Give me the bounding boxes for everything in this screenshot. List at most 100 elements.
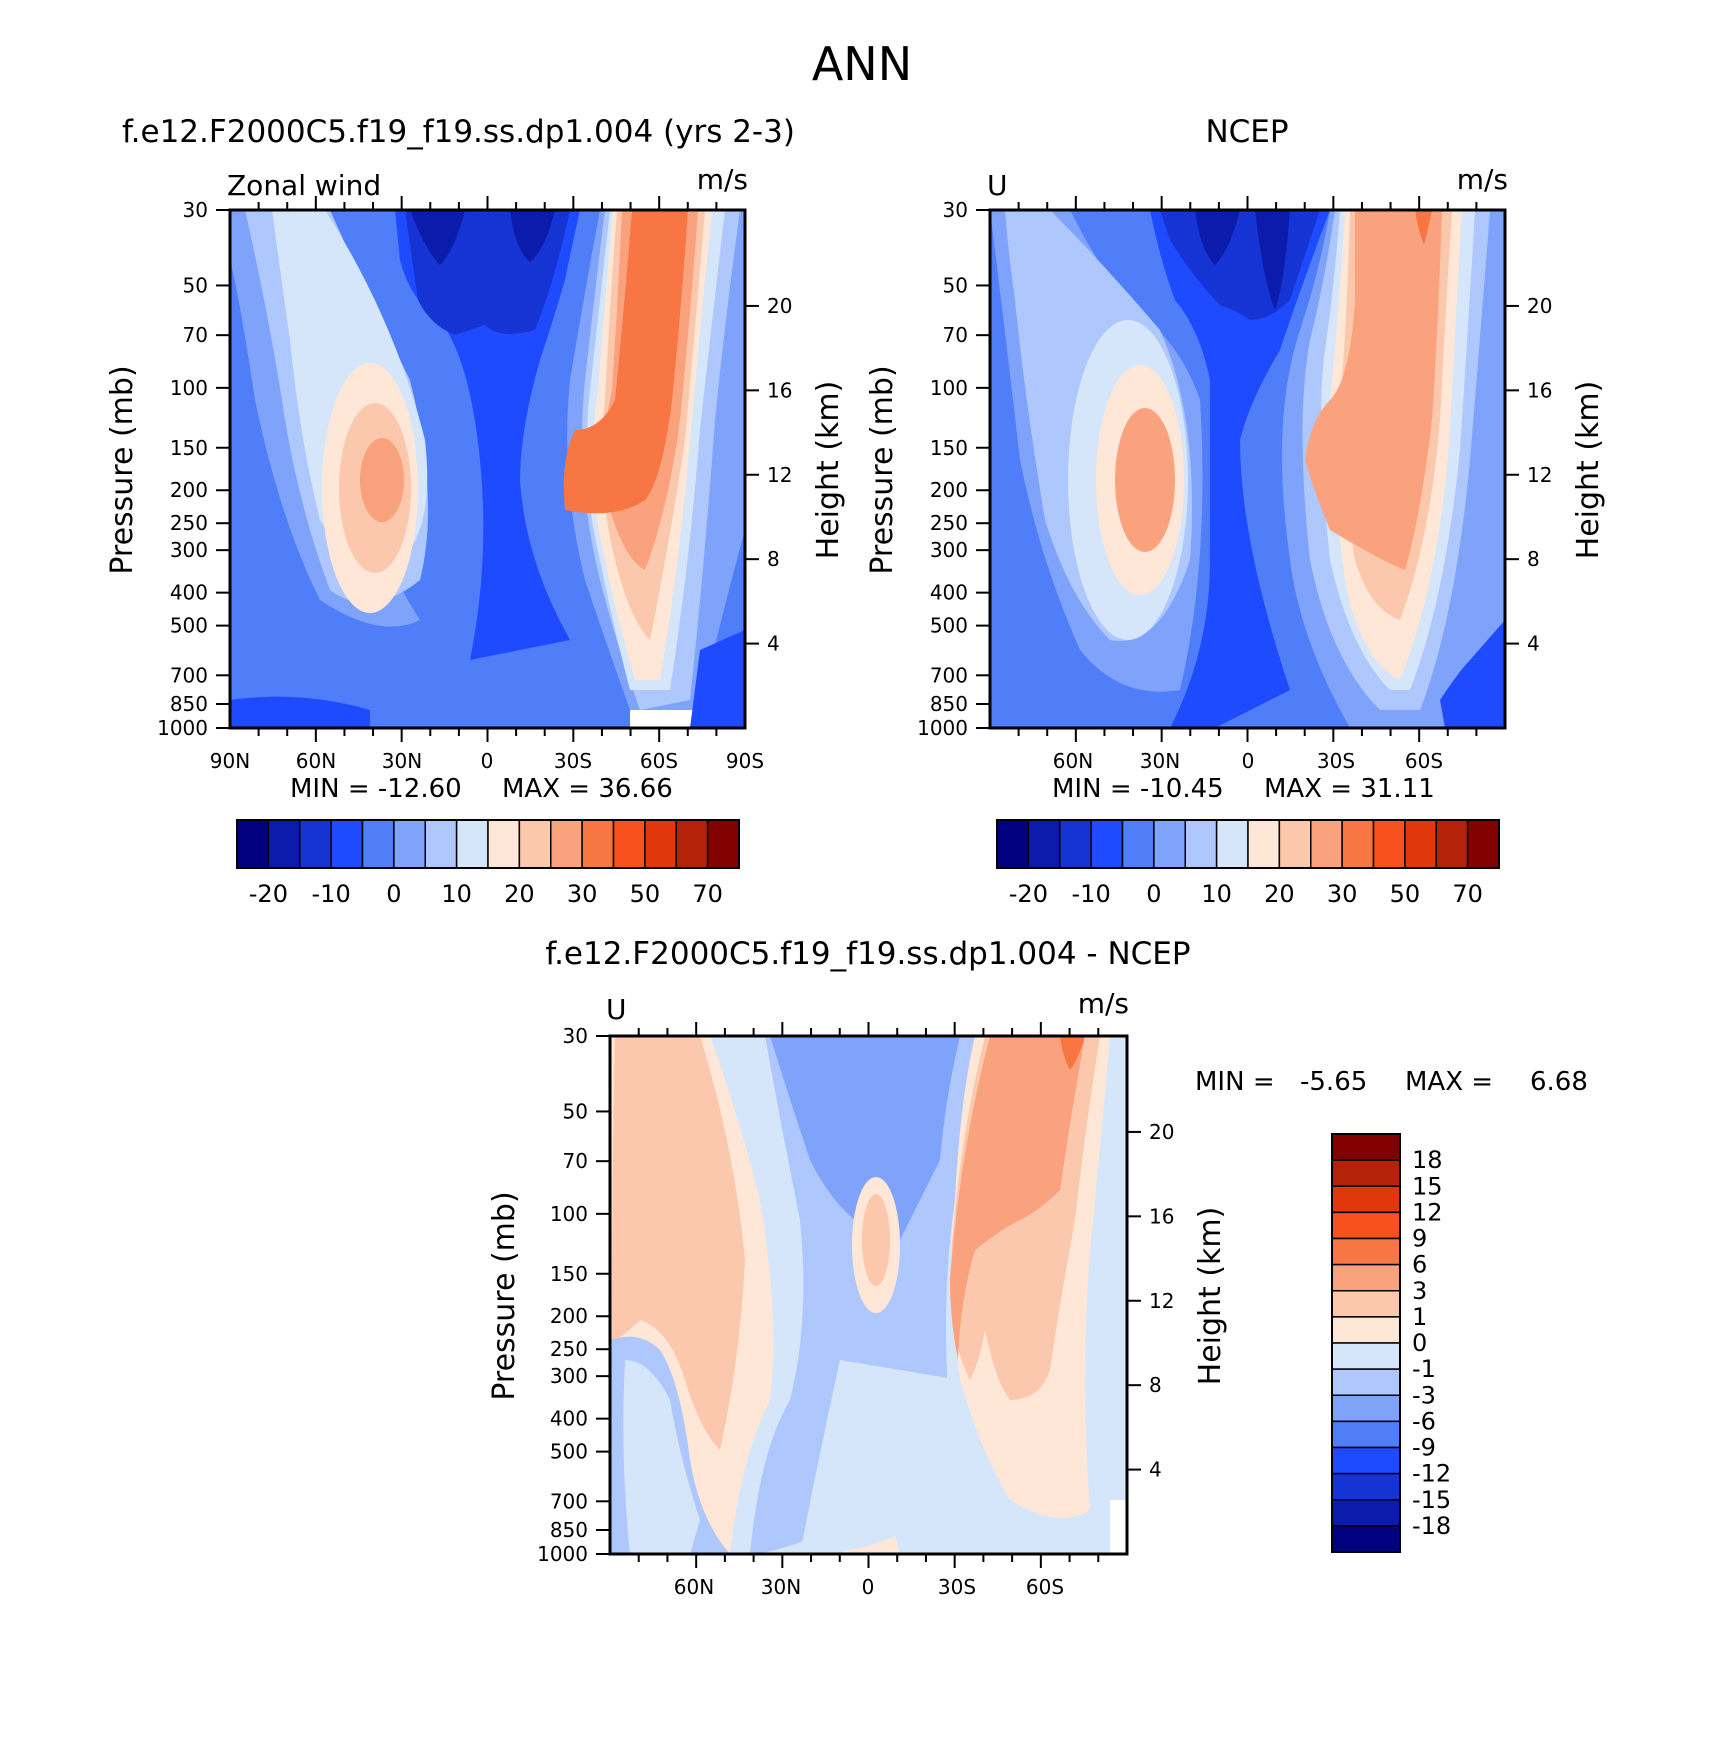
colorbar-label: -10 — [312, 880, 351, 908]
pressure-tick-label: 100 — [930, 376, 968, 400]
panel-model-colorbar: -20 -10 0 10 20 30 50 70 — [236, 819, 740, 908]
colorbar-label: 70 — [692, 880, 723, 908]
colorbar-box — [1331, 1525, 1401, 1553]
colorbar-box — [1331, 1316, 1401, 1344]
panel-model-ylabel-right: Height (km) — [811, 381, 846, 560]
panel-diff-xticks: 60N 30N 0 30S 60S — [674, 1575, 1064, 1599]
panel-model-min: MIN = -12.60 — [290, 774, 462, 804]
colorbar-box — [612, 819, 646, 869]
colorbar-box — [644, 819, 677, 869]
colorbar-box — [1121, 819, 1155, 869]
height-tick-label: 16 — [767, 378, 792, 402]
colorbar-label: 15 — [1412, 1172, 1443, 1200]
colorbar-frame — [996, 819, 1500, 869]
colorbar-box — [675, 819, 709, 869]
pressure-tick-label: 150 — [170, 436, 208, 460]
colorbar-frame — [1331, 1133, 1401, 1553]
panel-obs-xtick: 30S — [1317, 749, 1355, 773]
colorbar-box — [1059, 819, 1092, 869]
pressure-tick-label: 850 — [550, 1518, 588, 1542]
height-tick-label: 12 — [767, 463, 792, 487]
panel-diff: f.e12.F2000C5.f19_f19.ss.dp1.004 - NCEP … — [487, 936, 1588, 1599]
colorbar-box — [581, 819, 615, 869]
panel-diff-xtick: 60S — [1026, 1575, 1064, 1599]
colorbar-box — [1310, 819, 1343, 869]
height-tick-label: 20 — [767, 294, 792, 318]
panel-model-xtick: 90N — [210, 749, 250, 773]
panel-obs-xticks: 60N 30N 0 30S 60S — [1053, 749, 1443, 773]
panel-diff-min-value: -5.65 — [1300, 1067, 1367, 1097]
panel-obs-contour-field — [990, 210, 1505, 728]
pressure-tick-label: 250 — [930, 511, 968, 535]
colorbar-label: 12 — [1412, 1198, 1443, 1226]
colorbar-box — [487, 819, 521, 869]
panel-obs-units: m/s — [1457, 163, 1508, 196]
colorbar-box — [706, 819, 740, 869]
colorbar-box — [1341, 819, 1375, 869]
colorbar-box — [1331, 1237, 1401, 1266]
pressure-tick-label: 200 — [550, 1304, 588, 1328]
pressure-tick-label: 500 — [170, 614, 208, 638]
colorbar-frame — [236, 819, 740, 869]
colorbar-box — [236, 819, 270, 869]
colorbar-label: 6 — [1412, 1251, 1427, 1279]
pressure-tick-label: 150 — [930, 436, 968, 460]
colorbar-label: 3 — [1412, 1277, 1427, 1305]
page-title: ANN — [812, 37, 912, 91]
colorbar-label: 20 — [1264, 880, 1295, 908]
colorbar-label: -10 — [1072, 880, 1111, 908]
pressure-tick-label: 150 — [550, 1262, 588, 1286]
colorbar-label: 30 — [567, 880, 598, 908]
panel-diff-xtick: 0 — [862, 1575, 875, 1599]
panel-model-ylabel: Pressure (mb) — [105, 365, 140, 574]
panel-obs-colorbar: -20 -10 0 10 20 30 50 70 — [996, 819, 1500, 908]
pressure-tick-label: 70 — [183, 323, 208, 347]
colorbar-box — [996, 819, 1030, 869]
panel-diff-max-label: MAX = — [1405, 1067, 1493, 1097]
panel-diff-contour-field — [610, 1036, 1127, 1554]
pressure-tick-label: 50 — [563, 1099, 588, 1123]
colorbar-box — [330, 819, 364, 869]
colorbar-label: -12 — [1412, 1460, 1451, 1488]
height-tick-label: 8 — [1149, 1373, 1162, 1397]
colorbar-label: 30 — [1327, 880, 1358, 908]
panel-obs-xtick: 30N — [1140, 749, 1180, 773]
panel-obs-xtick: 60N — [1053, 749, 1093, 773]
pressure-tick-label: 50 — [183, 273, 208, 297]
pressure-tick-label: 700 — [930, 663, 968, 687]
pressure-tick-label: 250 — [550, 1337, 588, 1361]
colorbar-label: -18 — [1412, 1512, 1451, 1540]
colorbar-label: -3 — [1412, 1381, 1436, 1409]
panel-model-xticks: 90N 60N 30N 0 30S 60S 90S — [210, 749, 764, 773]
pressure-tick-label: 100 — [170, 376, 208, 400]
colorbar-box — [1331, 1368, 1401, 1396]
panel-diff-ylabel: Pressure (mb) — [487, 1191, 522, 1400]
panel-model-xtick: 90S — [726, 749, 764, 773]
pressure-tick-label: 70 — [943, 323, 968, 347]
pressure-tick-label: 250 — [170, 511, 208, 535]
height-tick-label: 12 — [1527, 463, 1552, 487]
colorbar-label: 0 — [1146, 880, 1161, 908]
colorbar-box — [1331, 1342, 1401, 1370]
height-tick-label: 16 — [1527, 378, 1552, 402]
colorbar-label: -20 — [1009, 880, 1048, 908]
panel-diff-xtick: 30S — [938, 1575, 976, 1599]
colorbar-box — [1215, 819, 1249, 869]
height-tick-label: 4 — [1527, 632, 1540, 656]
colorbar-label: 0 — [1412, 1329, 1427, 1357]
pressure-tick-label: 700 — [550, 1489, 588, 1513]
pressure-tick-label: 70 — [563, 1149, 588, 1173]
colorbar-box — [1331, 1446, 1401, 1475]
colorbar-label: 18 — [1412, 1146, 1443, 1174]
pressure-tick-label: 200 — [930, 478, 968, 502]
panel-obs-min: MIN = -10.45 — [1052, 774, 1224, 804]
colorbar-box — [1331, 1159, 1401, 1187]
panel-model-contour-field — [230, 210, 745, 728]
colorbar-box — [393, 819, 426, 869]
pressure-tick-label: 500 — [550, 1440, 588, 1464]
panel-obs-title: NCEP — [1205, 114, 1288, 150]
panel-diff-min-label: MIN = — [1195, 1067, 1275, 1097]
